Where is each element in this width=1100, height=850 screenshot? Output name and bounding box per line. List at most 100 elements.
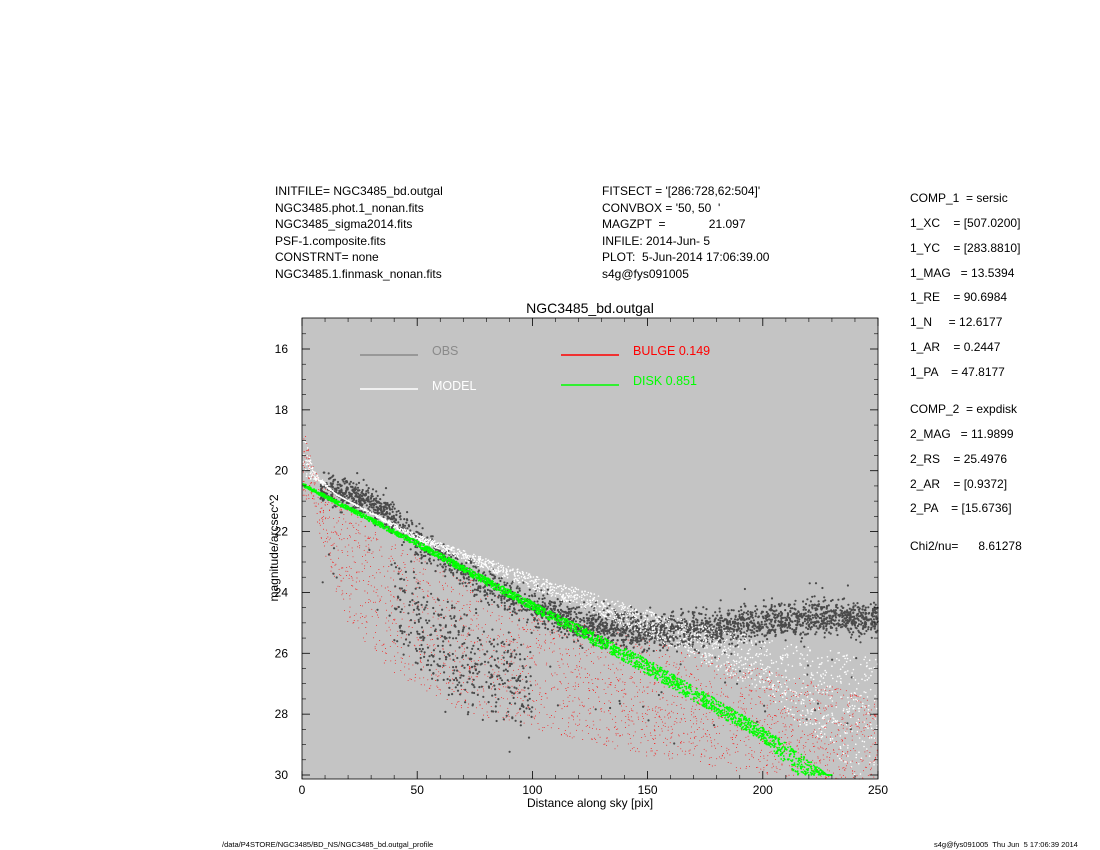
bulge-point [622,681,624,683]
obs-point [454,619,457,623]
bulge-point [623,646,625,648]
bulge-point [812,759,814,761]
bulge-point [797,711,799,713]
obs-point [363,511,366,514]
obs-point [482,572,485,575]
bulge-point [316,480,318,482]
bulge-point [699,740,701,742]
obs-point [617,616,621,620]
bulge-point [304,461,305,463]
obs-point [780,602,783,605]
bulge-point [640,728,642,730]
bulge-point [549,634,551,636]
bulge-point [631,748,633,750]
bulge-point [756,767,758,768]
bulge-point [856,696,858,698]
bulge-point [833,752,835,754]
bulge-point [764,691,766,693]
bulge-point [331,567,333,569]
bulge-point [595,728,597,730]
obs-point [825,605,829,608]
bulge-point [690,732,692,734]
obs-point [563,632,567,636]
bulge-point [764,689,766,691]
bulge-point [372,575,374,576]
bulge-point [578,669,580,671]
bulge-point [390,635,392,637]
bulge-point [470,624,472,626]
obs-point [646,614,649,617]
bulge-point [416,559,418,561]
obs-point [586,619,589,622]
bulge-point [506,644,508,646]
bulge-point [669,742,671,744]
bulge-point [558,728,560,729]
bulge-point [760,768,762,770]
obs-point [420,553,423,557]
bulge-point [773,723,775,725]
bulge-point [654,737,656,739]
bulge-point [349,522,351,524]
bulge-point [493,673,495,675]
obs-point [774,633,777,636]
bulge-point [860,701,862,703]
bulge-point [681,719,683,721]
bulge-point [731,677,733,679]
obs-point [335,576,338,579]
bulge-point [781,716,783,718]
bulge-point [323,541,324,543]
obs-point [458,582,461,585]
bulge-point [498,615,500,617]
obs-point [332,547,336,550]
obs-point [760,623,764,626]
bulge-point [748,758,750,760]
obs-point [519,679,522,683]
bulge-point [467,583,469,585]
bulge-point [862,759,864,761]
bulge-point [654,743,656,744]
bulge-point [874,742,876,744]
obs-point [606,632,609,635]
bulge-point [631,709,633,711]
bulge-point [474,641,476,643]
bulge-point [584,668,586,670]
bulge-point [326,538,327,540]
bulge-point [377,595,379,597]
bulge-point [757,667,759,669]
bulge-point [538,618,540,620]
bulge-point [594,632,596,634]
bulge-point [561,654,563,656]
obs-point [428,655,431,658]
bulge-point [434,654,436,656]
obs-point [659,649,662,652]
bulge-point [471,580,473,582]
bulge-point [345,521,347,523]
bulge-point [850,749,852,751]
bulge-point [415,581,417,583]
bulge-point [341,567,343,569]
obs-point [420,650,423,653]
bulge-point [622,734,624,736]
bulge-point [525,665,527,667]
bulge-point [437,618,439,620]
bulge-point [535,642,537,644]
obs-point [453,624,456,628]
obs-point [393,562,396,565]
bulge-point [580,658,581,660]
bulge-point [710,740,712,742]
bulge-point [653,755,655,757]
obs-point [579,620,582,623]
bulge-point [775,722,777,724]
bulge-point [604,743,606,745]
bulge-point [396,606,398,608]
bulge-point [675,677,677,679]
bulge-point [433,599,435,601]
bulge-point [482,649,484,651]
bulge-point [363,549,365,551]
bulge-point [681,750,683,752]
bulge-point [391,545,393,547]
obs-point [708,625,711,628]
bulge-point [529,645,531,647]
bulge-point [640,679,641,681]
bulge-point [629,677,631,679]
